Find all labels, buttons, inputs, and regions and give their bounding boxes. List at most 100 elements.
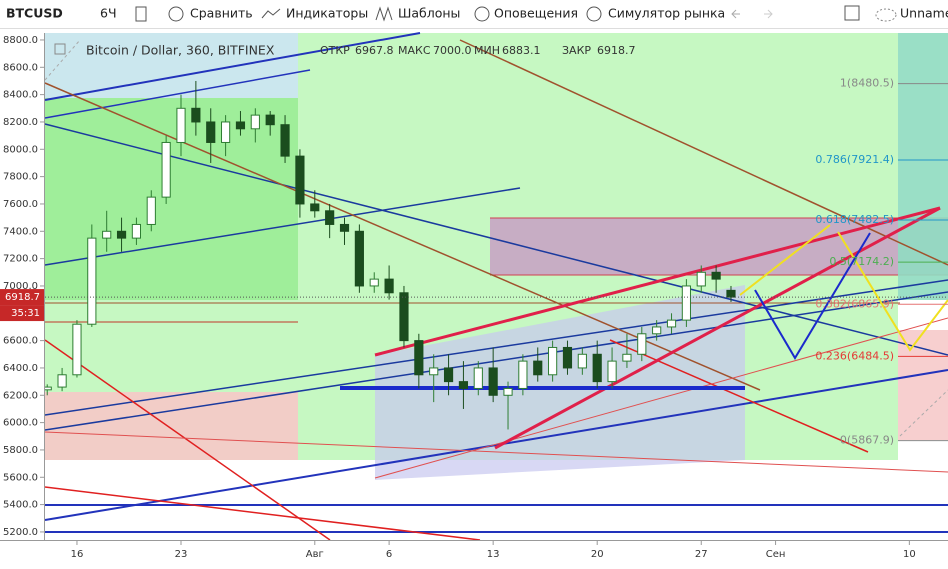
interval[interactable]: 6Ч	[100, 6, 117, 21]
trend-line	[44, 279, 948, 416]
trend-line	[44, 431, 948, 473]
layout-name[interactable]: Unnamed	[900, 6, 948, 21]
data-layer: 1(8480.5) 0.786(7921.4) 0.618(7482.5) 0.5(7…	[42, 77, 948, 447]
candle-body	[503, 387, 513, 396]
teal-zone	[898, 33, 948, 300]
x-tick-label: 10	[903, 549, 916, 560]
candle-body	[637, 333, 647, 355]
simulator[interactable]: Симулятор рынка	[608, 6, 725, 21]
templates-icon[interactable]	[375, 6, 393, 22]
price-axis	[0, 33, 44, 540]
y-tick-label: 8400.0	[3, 90, 38, 101]
candle-body	[577, 353, 587, 369]
cloud-icon[interactable]	[875, 8, 897, 22]
candle-body	[488, 367, 498, 396]
compare[interactable]: Сравнить	[190, 6, 253, 21]
fib-diagonal	[44, 39, 81, 81]
candle-body	[72, 323, 82, 376]
trend-line	[44, 69, 311, 119]
y-tick-label: 7600.0	[3, 199, 38, 210]
indicators[interactable]: Индикаторы	[286, 6, 368, 21]
redo[interactable]	[764, 9, 773, 19]
blue-arrow	[754, 232, 871, 360]
fib-label: 1(8480.5)	[840, 77, 894, 90]
blue-zone	[45, 33, 298, 98]
candle-body	[726, 289, 736, 298]
trend-line	[44, 123, 948, 356]
y-tick-label: 5800.0	[3, 445, 38, 456]
trend-line	[44, 187, 521, 266]
candle-body	[102, 230, 112, 239]
candle-body	[384, 278, 394, 294]
candle-body	[548, 346, 558, 376]
candle-body	[473, 367, 483, 389]
y-tick-label: 7200.0	[3, 254, 38, 265]
trend-line	[44, 339, 331, 541]
instrument: Bitcoin / Dollar, 360, BITFINEX	[86, 43, 275, 58]
legend-icon[interactable]	[54, 43, 66, 55]
candle-body	[429, 367, 439, 376]
chart-style-icon[interactable]	[135, 6, 147, 22]
last-price-tag	[0, 289, 44, 306]
alerts[interactable]: Оповещения	[494, 6, 578, 21]
indicators-icon[interactable]	[261, 8, 281, 19]
candle-body	[711, 271, 721, 280]
alerts-icon[interactable]	[474, 6, 490, 22]
x-tick-label: 16	[71, 549, 84, 560]
trend-line	[44, 486, 481, 541]
trend-line	[374, 206, 941, 357]
y-tick-label: 8800.0	[3, 35, 38, 46]
candle-body	[681, 285, 691, 321]
candle-body	[176, 107, 186, 143]
x-tick-label: 23	[175, 549, 188, 560]
ohlc-label: МАКС	[398, 44, 431, 57]
fib-diagonal	[899, 389, 948, 437]
y-tick-label: 8000.0	[3, 144, 38, 155]
candle-body	[666, 319, 677, 328]
candle-body	[221, 121, 231, 143]
symbol[interactable]: BTCUSD	[6, 6, 63, 21]
ohlc-value: 6918.7	[597, 44, 636, 57]
compare-icon[interactable]	[168, 6, 184, 22]
y-tick-label: 7000.0	[3, 281, 38, 292]
candle-body	[161, 141, 171, 198]
fullscreen[interactable]	[844, 5, 860, 21]
countdown-label: 35:31	[11, 308, 40, 319]
candle-body	[562, 346, 573, 369]
trend-line	[374, 317, 948, 479]
simulator-icon[interactable]	[586, 6, 602, 22]
candle-body	[339, 223, 350, 232]
candle-body	[146, 196, 156, 225]
candle-body	[116, 230, 127, 239]
fib-label: 0(5867.9)	[840, 434, 894, 447]
y-tick-label: 5400.0	[3, 500, 38, 511]
ohlc-label: МИН	[474, 44, 500, 57]
fib-label: 0.236(6484.5)	[815, 349, 894, 362]
candle-body	[191, 107, 201, 123]
candle-body	[354, 230, 364, 287]
ohlc-value: 7000.0	[433, 44, 472, 57]
legend: Bitcoin / Dollar, 360, BITFINEX ОТКР 696…	[54, 43, 636, 58]
trend-line	[494, 206, 941, 450]
countdown-tag	[0, 305, 44, 322]
candle-body	[87, 237, 97, 325]
toolbar-bg	[0, 0, 948, 28]
y-tick-label: 5600.0	[3, 472, 38, 483]
y-tick-label: 6600.0	[3, 336, 38, 347]
candle-body	[622, 353, 632, 362]
candle-body	[131, 223, 142, 239]
candle-body	[518, 360, 528, 389]
templates[interactable]: Шаблоны	[398, 6, 460, 21]
candle-body	[57, 374, 67, 388]
fib-label: 0.382(6865.9)	[815, 297, 894, 310]
candle-body	[265, 114, 275, 126]
undo[interactable]	[731, 9, 740, 19]
x-tick-label: Авг	[306, 549, 324, 560]
candle-body	[250, 114, 260, 130]
y-tick-label: 5200.0	[3, 527, 38, 538]
x-tick-label: 20	[591, 549, 604, 560]
fib-label: 0.5(7174.2)	[829, 255, 894, 268]
candle-body	[235, 121, 246, 130]
candle-body	[280, 124, 290, 157]
